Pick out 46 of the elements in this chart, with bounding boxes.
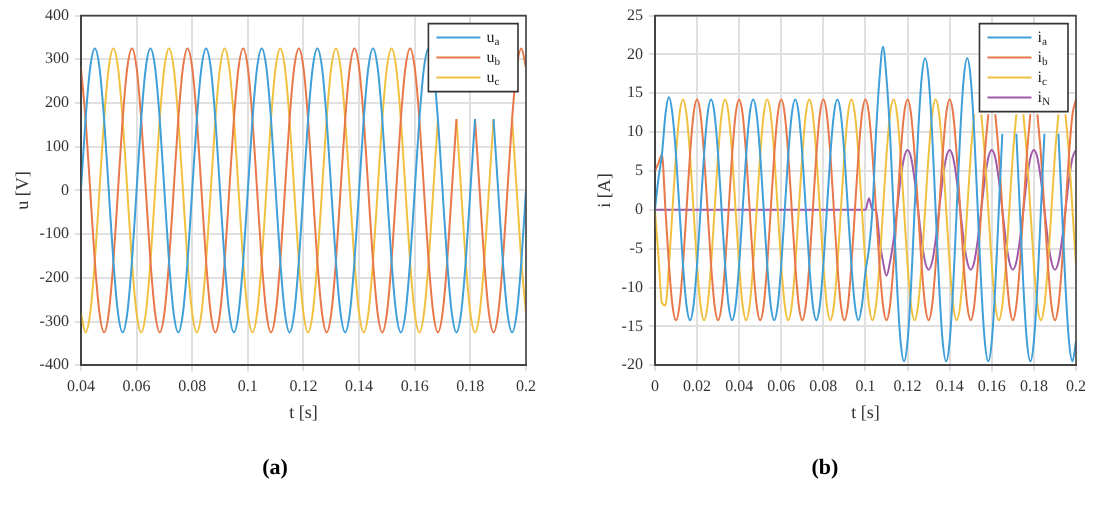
x-tick-label: 0.18: [1019, 376, 1048, 395]
x-tick-label: 0.2: [1066, 376, 1086, 395]
x-tick-label: 0.02: [683, 376, 712, 395]
y-tick-label: -15: [621, 316, 643, 335]
x-axis-title: t [s]: [851, 401, 880, 422]
y-tick-label: -5: [629, 238, 643, 257]
y-tick-label: 100: [44, 136, 69, 155]
x-tick-label: 0.18: [456, 376, 485, 395]
y-tick-label: 5: [634, 161, 643, 180]
y-tick-label: 20: [626, 44, 643, 63]
y-tick-label: -200: [39, 267, 69, 286]
x-tick-label: 0.08: [809, 376, 838, 395]
y-axis-title: u [V]: [11, 171, 32, 210]
x-tick-label: 0.06: [767, 376, 796, 395]
x-tick-label: 0.04: [66, 376, 95, 395]
y-tick-label: -20: [621, 355, 643, 374]
text: (a): [260, 456, 290, 480]
y-tick-label: 25: [626, 5, 643, 24]
x-tick-label: 0.06: [122, 376, 151, 395]
y-tick-label: 10: [626, 122, 643, 141]
x-tick-label: 0.04: [725, 376, 754, 395]
y-tick-label: 400: [44, 5, 69, 24]
y-tick-label: 200: [44, 93, 69, 112]
x-tick-label: 0: [650, 376, 659, 395]
x-tick-label: 0.1: [237, 376, 258, 395]
x-tick-label: 0.12: [289, 376, 318, 395]
x-tick-label: 0.16: [400, 376, 429, 395]
y-tick-label: 15: [626, 83, 643, 102]
x-tick-label: 0.16: [977, 376, 1006, 395]
x-tick-label: 0.08: [178, 376, 207, 395]
y-axis-title: i [A]: [593, 173, 614, 208]
text: (b): [809, 456, 841, 480]
y-tick-label: -10: [621, 277, 643, 296]
x-tick-label: 0.14: [345, 376, 374, 395]
x-tick-label: 0.2: [516, 376, 536, 395]
y-tick-label: 0: [60, 180, 69, 199]
y-tick-label: 300: [44, 49, 69, 68]
y-tick-label: -100: [39, 224, 69, 243]
y-tick-label: -300: [39, 311, 69, 330]
line-series: [654, 149, 1076, 277]
x-tick-label: 0.12: [893, 376, 922, 395]
y-tick-label: 0: [634, 200, 643, 219]
x-tick-label: 0.14: [935, 376, 964, 395]
x-tick-label: 0.1: [855, 376, 876, 395]
y-tick-label: -400: [39, 355, 69, 374]
x-axis-title: t [s]: [289, 401, 318, 422]
